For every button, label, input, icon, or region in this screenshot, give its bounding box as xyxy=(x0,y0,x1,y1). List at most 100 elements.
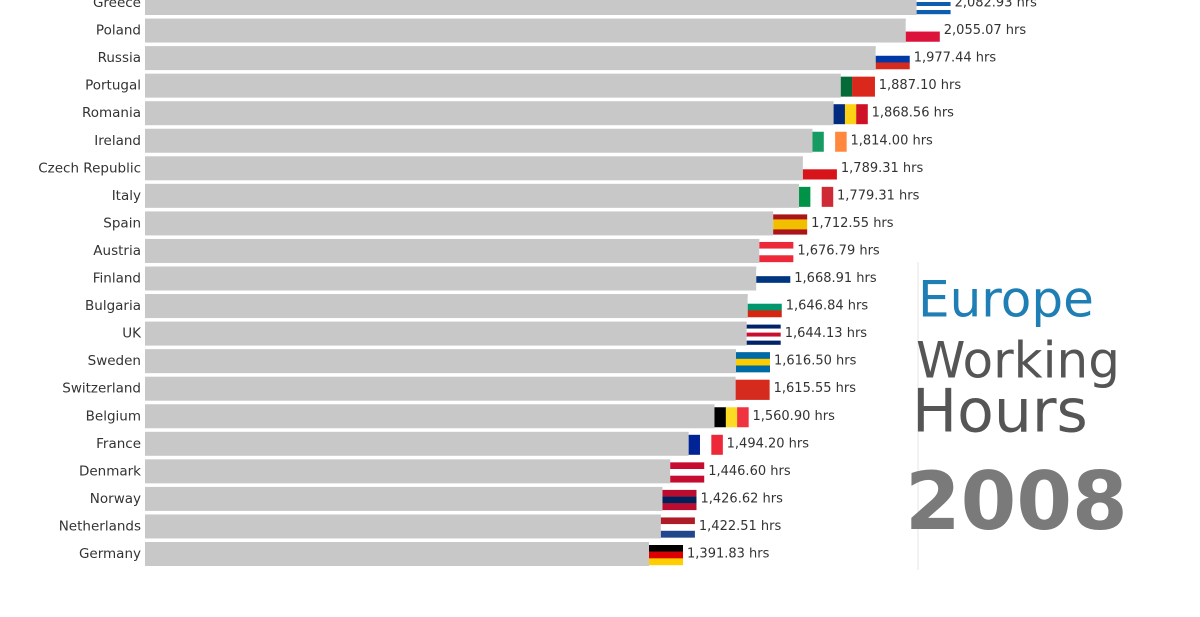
flag-stripe xyxy=(863,76,875,97)
bar xyxy=(145,376,736,401)
flag xyxy=(688,434,723,455)
bar xyxy=(145,294,748,319)
value-label: 1,868.56 hrs xyxy=(872,106,955,121)
flag-stripe xyxy=(688,434,701,455)
flag xyxy=(812,131,847,152)
flag xyxy=(799,186,834,207)
flag xyxy=(905,21,940,42)
flag xyxy=(773,214,808,235)
flag-stripe xyxy=(649,551,684,559)
flag-stripe xyxy=(747,303,782,311)
flag-stripe xyxy=(835,131,847,152)
bar xyxy=(145,46,876,71)
category-label: Switzerland xyxy=(62,381,141,397)
flag-stripe xyxy=(649,558,684,566)
category-label: Norway xyxy=(90,491,141,507)
bar xyxy=(145,238,760,263)
flag-stripe xyxy=(699,434,712,455)
flag-stripe xyxy=(725,407,738,428)
flag-stripe xyxy=(756,269,791,277)
value-label: 1,644.13 hrs xyxy=(785,326,868,341)
bar xyxy=(145,321,747,346)
category-label: France xyxy=(96,436,141,452)
category-label: Poland xyxy=(96,23,141,39)
bar xyxy=(145,431,689,456)
value-label: 2,082.93 hrs xyxy=(955,0,1038,11)
flag-stripe xyxy=(799,186,811,207)
bar xyxy=(145,156,803,181)
flag-stripe xyxy=(812,131,824,152)
title-line: Hours xyxy=(912,377,1088,447)
flag-stripe xyxy=(649,545,684,552)
flag-stripe xyxy=(823,131,836,152)
flag-stripe xyxy=(662,496,697,504)
bar xyxy=(145,459,671,484)
flag xyxy=(662,489,697,511)
bar xyxy=(145,101,834,126)
category-label: Portugal xyxy=(85,78,141,94)
value-label: 1,789.31 hrs xyxy=(841,161,924,176)
bar xyxy=(145,128,813,153)
bar xyxy=(145,542,650,566)
value-label: 1,779.31 hrs xyxy=(837,188,920,203)
flag-stripe xyxy=(802,159,837,170)
value-label: 1,560.90 hrs xyxy=(752,409,835,424)
flag-stripe xyxy=(821,186,834,207)
title-line: Europe xyxy=(918,271,1094,329)
flag-stripe xyxy=(756,276,791,284)
category-label: Ireland xyxy=(94,133,141,149)
flag-stripe xyxy=(773,224,808,230)
flag-stripe xyxy=(773,214,808,220)
bar xyxy=(145,0,917,15)
flag xyxy=(746,324,781,345)
flag-stripe xyxy=(660,530,695,538)
bar xyxy=(145,73,841,98)
value-label: 1,712.55 hrs xyxy=(811,216,894,231)
category-label: Spain xyxy=(103,215,141,231)
category-label: Sweden xyxy=(88,353,141,369)
flag-stripe xyxy=(905,21,940,32)
flag-stripe xyxy=(670,475,705,483)
flag xyxy=(670,462,705,483)
value-label: 1,391.83 hrs xyxy=(687,547,770,562)
flag-stripe xyxy=(875,62,910,70)
bar xyxy=(145,486,663,511)
flag-stripe xyxy=(875,49,910,56)
bar xyxy=(145,404,715,429)
flag-stripe xyxy=(746,324,781,329)
flag-stripe xyxy=(746,328,781,333)
flag-stripe xyxy=(662,489,697,497)
flag xyxy=(735,352,770,373)
value-label: 1,494.20 hrs xyxy=(727,436,810,451)
flag-stripe xyxy=(756,282,791,290)
category-label: Italy xyxy=(112,188,141,204)
flag-stripe xyxy=(670,462,705,470)
flag-stripe xyxy=(844,104,857,125)
flag xyxy=(875,49,910,70)
flag-stripe xyxy=(711,434,723,455)
flag-stripe xyxy=(916,2,951,7)
flag-stripe xyxy=(746,336,781,341)
value-label: 1,977.44 hrs xyxy=(914,51,997,66)
flag-stripe xyxy=(833,104,846,125)
flag xyxy=(802,159,837,180)
flag xyxy=(649,545,684,566)
flag xyxy=(735,379,770,400)
value-label: 1,616.50 hrs xyxy=(774,354,857,369)
flag xyxy=(756,269,791,290)
value-label: 1,887.10 hrs xyxy=(879,78,962,93)
flag xyxy=(714,407,749,428)
bar xyxy=(145,349,736,374)
flag-stripe xyxy=(735,352,770,360)
bar xyxy=(145,266,757,291)
flag-stripe xyxy=(747,310,782,318)
category-label: Russia xyxy=(98,50,141,66)
value-label: 2,055.07 hrs xyxy=(944,23,1027,38)
category-label: Romania xyxy=(82,105,141,121)
value-label: 1,668.91 hrs xyxy=(794,271,877,286)
title-line: Working xyxy=(916,332,1120,390)
value-label: 1,646.84 hrs xyxy=(786,299,869,314)
flag-stripe xyxy=(773,229,808,235)
flag-stripe xyxy=(746,332,781,337)
